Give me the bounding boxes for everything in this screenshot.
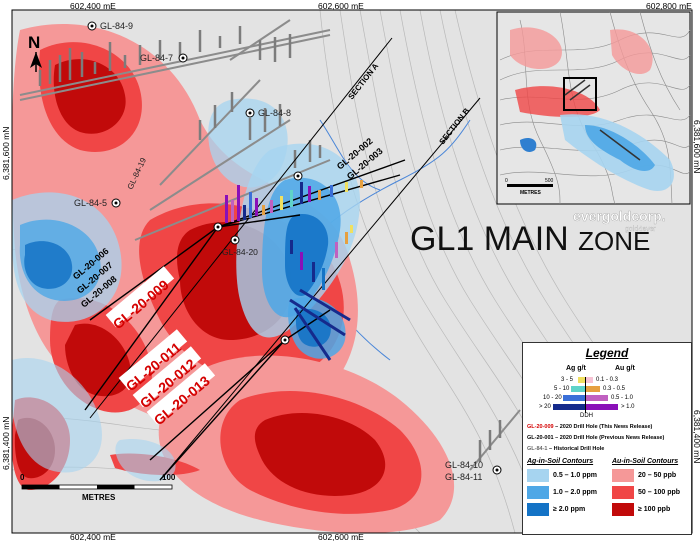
- au-grade-label-4: > 1.0: [621, 404, 635, 410]
- au-soil-swatch-2: [612, 486, 634, 499]
- au-soil-swatch-3: [612, 503, 634, 516]
- easting-top-3: 602,800 mE: [646, 1, 692, 11]
- au-grade-label-2: 0.3 - 0.5: [603, 386, 626, 392]
- zone-title-suffix: ZONE: [578, 226, 650, 256]
- ag-grade-label-3: 10 - 20: [543, 395, 562, 401]
- hole-label-gl-84-9: GL-84-9: [100, 21, 133, 31]
- legend-ag-header: Ag g/t: [566, 365, 586, 372]
- scale-unit: METRES: [82, 493, 116, 502]
- easting-top-1: 602,400 mE: [70, 1, 116, 11]
- zone-title: GL1 MAIN ZONE: [410, 220, 650, 258]
- zone-title-main: GL1 MAIN: [410, 220, 569, 258]
- legend-ag-soil-title: Ag-in-Soil Contours: [527, 458, 594, 465]
- legend-ddh-label: DDH: [580, 413, 593, 419]
- company-tagline: gold4ever: [625, 226, 656, 233]
- map-frame: [11, 9, 693, 534]
- legend-au-header: Au g/t: [615, 365, 635, 372]
- ag-soil-contours: [12, 98, 360, 482]
- hole-label-gl-84-10: GL-84-10: [445, 460, 483, 470]
- ag-grade-label-2: 5 - 10: [554, 386, 570, 392]
- northing-left-1: 6,381,600 mN: [1, 127, 11, 180]
- north-label: N: [28, 33, 40, 52]
- hole-label-gl-84-20: GL-84-20: [222, 247, 258, 257]
- ag-soil-swatch-1: [527, 469, 549, 482]
- au-grade-swatch-2: [586, 386, 600, 392]
- au-grade-swatch-3: [586, 395, 608, 401]
- ag-grade-label-1: 3 - 5: [561, 377, 574, 383]
- ag-soil-label-2: 1.0 – 2.0 ppm: [553, 489, 597, 496]
- legend-au-soil-title: Au-in-Soil Contours: [612, 458, 679, 465]
- legend-box: Legend Ag g/t Au g/t 3 - 5 0.1 - 0.3 5 -…: [522, 342, 692, 535]
- company-logo: evergoldcorp.: [573, 208, 666, 224]
- hole-label-gl-84-11: GL-84-11: [445, 472, 482, 482]
- ag-grade-swatch-4: [553, 404, 585, 410]
- scale-zero: 0: [20, 473, 25, 482]
- ag-grade-swatch-1: [578, 377, 585, 383]
- section-lines: [89, 37, 481, 481]
- hole-label-gl-84-5: GL-84-5: [74, 198, 107, 208]
- legend-hist-hole: GL-84-1 – Historical Drill Hole: [527, 446, 604, 452]
- legend-title: Legend: [585, 346, 629, 360]
- ag-soil-label-3: ≥ 2.0 ppm: [553, 506, 586, 513]
- au-soil-label-1: 20 – 50 ppb: [638, 472, 677, 479]
- au-soil-swatch-1: [612, 469, 634, 482]
- northing-right-1: 6,381,600 mN: [692, 120, 700, 173]
- legend-prev-hole: GL-20-001 – 2020 Drill Hole (Previous Ne…: [527, 435, 664, 441]
- ddh-axis: [585, 377, 586, 413]
- au-soil-label-3: ≥ 100 ppb: [638, 506, 671, 513]
- inset-scale-unit: METRES: [520, 190, 542, 196]
- northing-right-2: 6,381,400 mN: [692, 410, 700, 463]
- northing-left-2: 6,381,400 mN: [1, 417, 11, 470]
- au-grade-swatch-4: [586, 404, 618, 410]
- au-grade-label-1: 0.1 - 0.3: [596, 377, 619, 383]
- ag-grade-label-4: > 20: [539, 404, 551, 410]
- legend-hist-hole-text: – Historical Drill Hole: [547, 446, 605, 452]
- historical-assay-ticks: [38, 26, 502, 462]
- au-grade-swatch-1: [586, 377, 593, 383]
- assay-dense-zone: [289, 288, 351, 361]
- scale-bar: [21, 484, 173, 490]
- legend-new-hole-id: GL-20-009: [527, 424, 554, 430]
- ag-soil-label-1: 0.5 – 1.0 ppm: [553, 472, 597, 479]
- inset-map: 0 500 METRES: [496, 11, 691, 205]
- legend-prev-hole-id: GL-20-001: [527, 435, 554, 441]
- ag-soil-swatch-2: [527, 486, 549, 499]
- ag-soil-swatch-3: [527, 503, 549, 516]
- easting-top-2: 602,600 mE: [318, 1, 364, 11]
- au-grade-label-3: 0.5 - 1.0: [611, 395, 634, 401]
- ag-grade-swatch-3: [563, 395, 585, 401]
- legend-new-hole: GL-20-009 – 2020 Drill Hole (This News R…: [527, 424, 652, 430]
- collar-markers: [87, 21, 502, 475]
- legend-hist-hole-id: GL-84-1: [527, 446, 548, 452]
- hole-label-gl-84-7: GL-84-7: [140, 53, 173, 63]
- inset-scale-zero: 0: [505, 178, 508, 184]
- easting-bottom-2: 602,600 mE: [318, 532, 364, 541]
- scale-end: 100: [162, 473, 176, 482]
- inset-scale-end: 500: [545, 178, 554, 184]
- au-soil-label-2: 50 – 100 ppb: [638, 489, 681, 496]
- legend-prev-hole-text: – 2020 Drill Hole (Previous News Release…: [553, 435, 665, 441]
- legend-new-hole-text: – 2020 Drill Hole (This News Release): [553, 424, 653, 430]
- assay-bars: [225, 180, 363, 290]
- easting-bottom-1: 602,400 mE: [70, 532, 116, 541]
- ag-grade-swatch-2: [571, 386, 585, 392]
- north-arrow: [30, 52, 42, 72]
- hole-label-gl-84-8: GL-84-8: [258, 108, 291, 118]
